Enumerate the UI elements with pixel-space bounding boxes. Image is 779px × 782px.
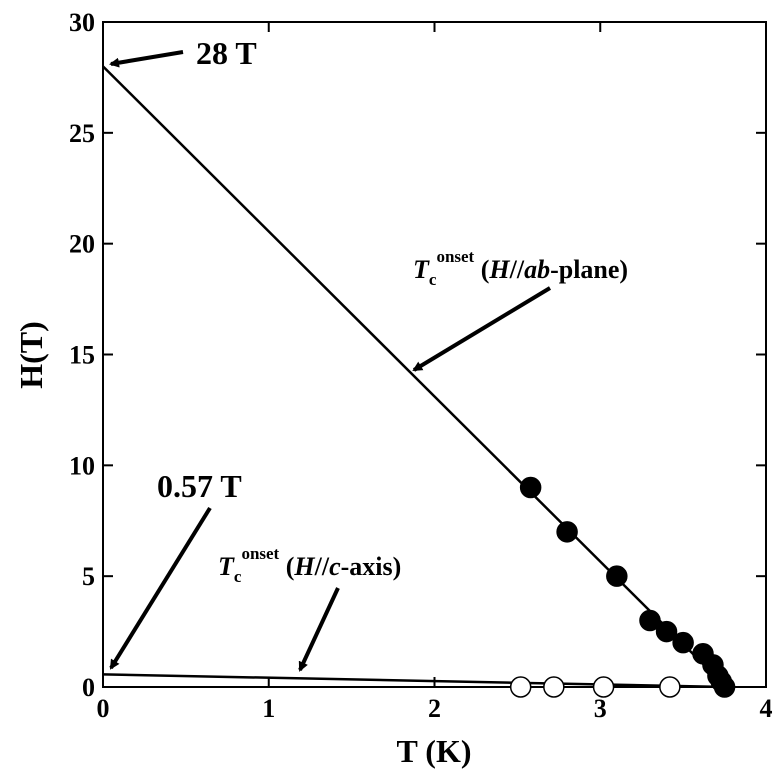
data-point-ab-plane <box>639 609 661 632</box>
data-point-c-axis <box>592 676 615 698</box>
y-tick-label: 20 <box>69 230 95 259</box>
x-tick-label: 3 <box>594 694 607 723</box>
y-tick-label: 5 <box>82 562 95 591</box>
x-axis-label: T (K) <box>397 733 472 769</box>
data-point-c-axis <box>543 676 565 698</box>
plot-frame <box>102 21 767 688</box>
data-point-ab-plane <box>556 521 578 543</box>
x-tick-label: 4 <box>760 694 773 723</box>
y-tick-label: 10 <box>69 451 95 480</box>
annotation-28T: 28 T <box>196 35 257 71</box>
y-tick-label: 30 <box>69 8 95 37</box>
fit-line-ab-plane <box>102 65 728 688</box>
x-tick-label: 2 <box>428 694 441 723</box>
data-point-c-axis <box>509 676 532 698</box>
arrow-057T <box>109 506 212 670</box>
y-tick-label: 0 <box>82 673 95 702</box>
fit-line-c-axis <box>102 673 727 689</box>
label-c-axis: Tconset (H//c-axis) <box>218 544 401 586</box>
fit-lines <box>102 65 728 689</box>
arrow-28T <box>109 50 184 68</box>
y-tick-label: 15 <box>69 341 95 370</box>
data-point-c-axis <box>659 676 681 698</box>
data-point-ab-plane <box>672 631 694 654</box>
data-point-ab-plane <box>606 565 628 587</box>
x-tick-label: 0 <box>97 694 110 723</box>
y-axis-label: H(T) <box>13 321 49 389</box>
label-ab-plane: Tconset (H//ab-plane) <box>413 247 628 289</box>
data-point-ab-plane <box>519 476 542 499</box>
x-axis-ticks: 0 1 2 3 4 <box>97 22 773 723</box>
arrow-c-axis <box>298 587 340 672</box>
data-point-ab-plane <box>655 620 678 643</box>
y-tick-label: 25 <box>69 119 95 148</box>
data-points <box>509 476 736 698</box>
annotation-057T: 0.57 T <box>157 468 242 504</box>
y-axis-ticks: 0 5 10 15 20 25 30 <box>69 8 766 702</box>
arrow-ab-plane <box>412 286 552 372</box>
data-point-ab-plane <box>713 676 736 698</box>
x-tick-label: 1 <box>262 694 275 723</box>
